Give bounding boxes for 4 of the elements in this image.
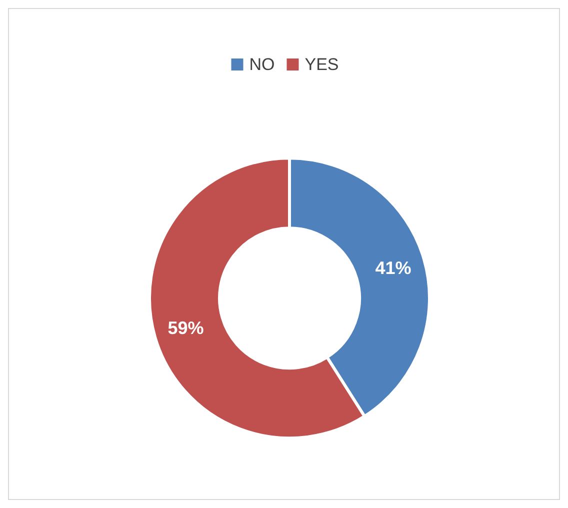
data-label: 59% xyxy=(168,318,204,338)
legend-label: NO xyxy=(249,55,275,74)
legend-label: YES xyxy=(304,55,339,74)
data-label: 41% xyxy=(375,258,412,278)
